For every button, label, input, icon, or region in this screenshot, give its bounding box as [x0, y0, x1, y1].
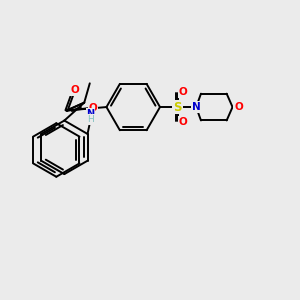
- Text: H: H: [87, 115, 94, 124]
- Text: O: O: [89, 103, 98, 113]
- Text: O: O: [179, 87, 188, 97]
- Text: O: O: [70, 85, 79, 95]
- Text: O: O: [179, 117, 188, 127]
- Text: O: O: [234, 102, 243, 112]
- Text: S: S: [173, 100, 182, 114]
- Text: N: N: [86, 109, 94, 118]
- Text: N: N: [192, 102, 200, 112]
